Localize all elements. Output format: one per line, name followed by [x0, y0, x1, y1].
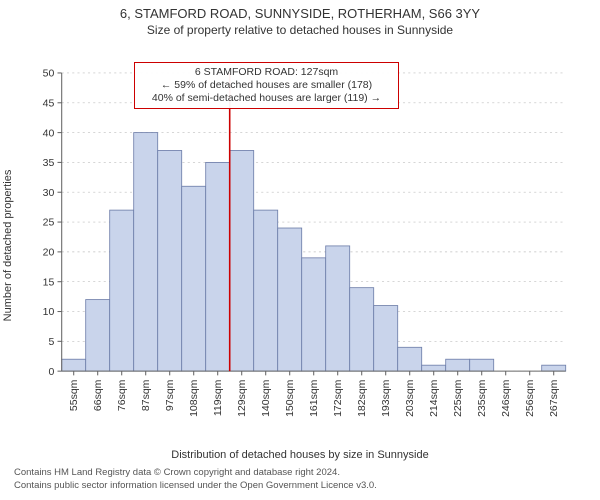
annotation-line-3: 40% of semi-detached houses are larger (… [141, 92, 392, 105]
svg-text:256sqm: 256sqm [524, 379, 536, 417]
footer-attribution: Contains HM Land Registry data © Crown c… [0, 461, 600, 500]
svg-text:108sqm: 108sqm [188, 379, 200, 417]
svg-text:0: 0 [49, 366, 55, 378]
svg-text:119sqm: 119sqm [212, 379, 224, 416]
footer-line-2: Contains public sector information licen… [14, 480, 586, 492]
chart-container: 6, STAMFORD ROAD, SUNNYSIDE, ROTHERHAM, … [0, 0, 600, 500]
annotation-line-1: 6 STAMFORD ROAD: 127sqm [141, 66, 392, 79]
plot-area: 0 5 10 15 20 25 30 35 40 45 50 55sqm 66sqm 76sqm 87sqm… [26, 47, 572, 443]
svg-text:5: 5 [49, 336, 55, 348]
svg-text:55sqm: 55sqm [68, 379, 80, 411]
svg-text:25: 25 [43, 217, 55, 229]
annotation-line-2: ← 59% of detached houses are smaller (17… [141, 79, 392, 92]
svg-text:246sqm: 246sqm [500, 379, 512, 417]
svg-text:235sqm: 235sqm [476, 379, 488, 417]
svg-text:129sqm: 129sqm [236, 379, 248, 417]
svg-text:214sqm: 214sqm [428, 379, 440, 417]
svg-text:87sqm: 87sqm [140, 379, 152, 411]
svg-text:35: 35 [43, 157, 55, 169]
svg-text:10: 10 [43, 306, 55, 318]
y-axis-label: Number of detached properties [0, 39, 18, 451]
svg-text:66sqm: 66sqm [92, 379, 104, 411]
annotation-callout: 6 STAMFORD ROAD: 127sqm ← 59% of detache… [134, 62, 399, 109]
svg-text:40: 40 [43, 127, 55, 139]
svg-text:50: 50 [43, 68, 55, 80]
svg-text:193sqm: 193sqm [380, 379, 392, 417]
chart-body: Number of detached properties 0 5 10 15 20 25… [0, 39, 600, 451]
svg-text:267sqm: 267sqm [548, 379, 560, 417]
svg-text:76sqm: 76sqm [116, 379, 128, 411]
svg-text:45: 45 [43, 97, 55, 109]
svg-text:20: 20 [43, 247, 55, 259]
chart-title-main: 6, STAMFORD ROAD, SUNNYSIDE, ROTHERHAM, … [0, 6, 600, 21]
svg-text:172sqm: 172sqm [332, 379, 344, 417]
title-block: 6, STAMFORD ROAD, SUNNYSIDE, ROTHERHAM, … [0, 0, 600, 39]
svg-text:161sqm: 161sqm [308, 379, 320, 417]
svg-text:203sqm: 203sqm [404, 379, 416, 417]
svg-text:30: 30 [43, 187, 55, 199]
svg-text:15: 15 [43, 276, 55, 288]
svg-text:97sqm: 97sqm [164, 379, 176, 411]
svg-text:140sqm: 140sqm [260, 379, 272, 417]
chart-title-sub: Size of property relative to detached ho… [0, 23, 600, 37]
svg-text:150sqm: 150sqm [284, 379, 296, 417]
footer-line-1: Contains HM Land Registry data © Crown c… [14, 467, 586, 479]
svg-text:225sqm: 225sqm [452, 379, 464, 417]
svg-text:182sqm: 182sqm [356, 379, 368, 417]
